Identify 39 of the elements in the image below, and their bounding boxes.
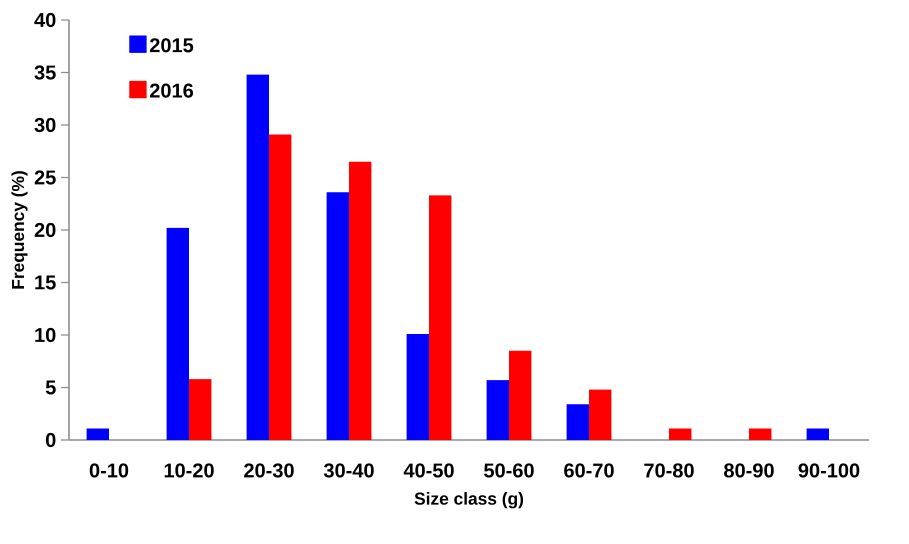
x-tick-label: 80-90 [724,463,774,478]
bar [166,228,190,440]
y-tick-label: 35 [34,65,56,80]
y-tick-label: 25 [34,170,56,185]
x-tick-label: 20-30 [244,463,294,478]
y-tick-label: 15 [35,276,56,290]
bar [189,379,212,440]
bar [269,134,292,440]
y-axis-title: Frequency (%) [11,171,28,289]
legend-label: 2015 [150,38,194,52]
y-tick-label: 0 [46,432,56,448]
bar [246,74,270,440]
x-tick-label: 90-100 [798,463,860,478]
x-tick-label: 30-40 [324,463,374,478]
bar [669,428,692,440]
x-tick-label: 0-10 [90,463,128,478]
bar [806,428,830,440]
y-tick-label: 10 [35,328,56,342]
bar [566,404,590,440]
x-axis-title: Size class (g) [414,492,524,508]
bar [349,162,372,440]
y-tick-label: 40 [34,12,56,28]
y-tick-label: 20 [34,222,56,238]
bar [326,192,350,440]
x-tick-label: 40-50 [404,463,454,478]
x-tick-label: 70-80 [644,463,694,478]
y-tick-label: 30 [34,118,56,132]
bar [509,350,532,440]
bar [406,334,430,440]
bar [589,390,612,440]
x-tick-label: 10-20 [164,463,214,478]
bar [486,380,510,440]
legend-label: 2016 [150,84,194,98]
bar [749,428,772,440]
x-tick-label: 50-60 [484,463,534,478]
bar [429,195,452,440]
x-tick-label: 60-70 [564,463,614,478]
y-tick-label: 5 [46,380,56,394]
bar [86,428,110,440]
